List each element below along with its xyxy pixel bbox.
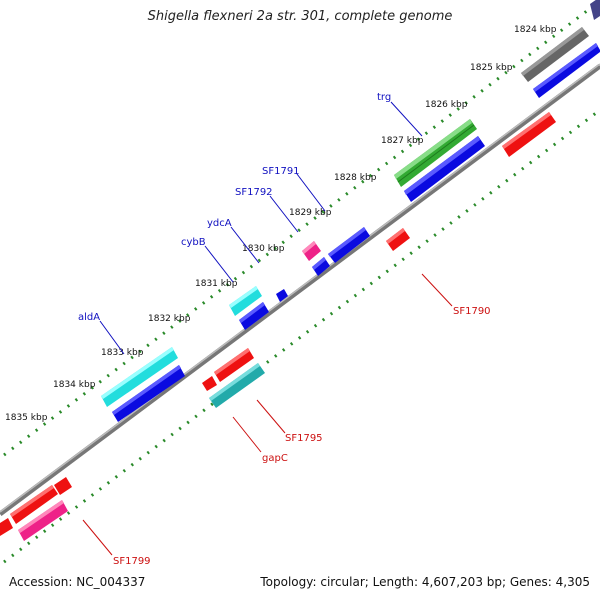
gene-blue-3[interactable] — [239, 302, 269, 330]
kbp-labels: 1824 kbp 1825 kbp 1826 kbp 1827 kbp 1828… — [5, 25, 557, 423]
kbp-label-1826: 1826 kbp — [425, 100, 468, 110]
gene-blue-small[interactable] — [276, 289, 288, 302]
label-gapC[interactable]: gapC — [262, 453, 288, 464]
accession-text: Accession: NC_004337 — [9, 575, 146, 589]
label-SF1792[interactable]: SF1792 — [235, 187, 273, 198]
kbp-label-1835: 1835 kbp — [5, 413, 48, 423]
kbp-label-1831: 1831 kbp — [195, 279, 238, 289]
label-trg[interactable]: trg — [377, 92, 391, 103]
gene-SF1792[interactable] — [302, 241, 321, 261]
gene-cybB[interactable] — [229, 286, 262, 316]
kbp-label-1828: 1828 kbp — [334, 173, 377, 183]
gene-features — [0, 0, 600, 541]
gene-red-1[interactable] — [502, 112, 556, 157]
gene-aldA[interactable] — [101, 347, 178, 407]
label-cybB[interactable]: cybB — [181, 237, 206, 248]
gene-red-3[interactable] — [10, 485, 58, 524]
kbp-label-1832: 1832 kbp — [148, 314, 191, 324]
kbp-label-1834: 1834 kbp — [53, 380, 96, 390]
label-aldA[interactable]: aldA — [78, 312, 100, 323]
gene-gapC[interactable] — [209, 363, 265, 408]
genome-backbone-highlight — [0, 63, 600, 513]
genome-summary-text: Topology: circular; Length: 4,607,203 bp… — [260, 575, 590, 589]
label-SF1795[interactable]: SF1795 — [285, 433, 323, 444]
gene-red-2[interactable] — [202, 376, 217, 391]
gene-blue-4[interactable] — [112, 365, 185, 422]
forward-gene-labels: trg SF1791 SF1792 ydcA cybB aldA — [78, 92, 391, 323]
forward-leader-lines — [99, 101, 423, 355]
kbp-label-1830: 1830 kbp — [242, 244, 285, 254]
gene-SF1799[interactable] — [18, 500, 68, 541]
genome-backbone — [0, 63, 600, 517]
kbp-label-1824: 1824 kbp — [514, 25, 557, 35]
kbp-label-1827: 1827 kbp — [381, 136, 424, 146]
gene-navy-edge[interactable] — [590, 0, 600, 20]
label-SF1799[interactable]: SF1799 — [113, 556, 151, 567]
gene-SF1791[interactable] — [328, 227, 370, 263]
gene-SF1790[interactable] — [386, 228, 410, 251]
gene-SF1795[interactable] — [214, 348, 254, 382]
kbp-label-1833: 1833 kbp — [101, 348, 144, 358]
map-title: Shigella flexneri 2a str. 301, complete … — [147, 9, 453, 24]
kbp-label-1829: 1829 kbp — [289, 208, 332, 218]
gene-ydcA[interactable] — [312, 257, 330, 276]
outer-scale-line — [3, 2, 597, 457]
kbp-label-1825: 1825 kbp — [470, 63, 513, 73]
label-SF1790[interactable]: SF1790 — [453, 306, 491, 317]
gene-red-4[interactable] — [54, 477, 72, 495]
gene-red-5[interactable] — [0, 518, 13, 536]
label-ydcA[interactable]: ydcA — [207, 218, 232, 229]
reverse-gene-labels: SF1790 SF1795 gapC SF1799 — [113, 306, 491, 567]
gene-gray[interactable] — [521, 27, 589, 82]
inner-scale-line — [3, 108, 600, 564]
reverse-leader-lines — [82, 273, 453, 556]
label-SF1791[interactable]: SF1791 — [262, 166, 300, 177]
gene-blue-2[interactable] — [404, 136, 485, 202]
